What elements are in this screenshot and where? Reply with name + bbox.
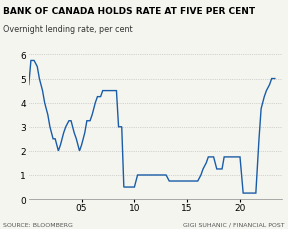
Text: GIGI SUHANIC / FINANCIAL POST: GIGI SUHANIC / FINANCIAL POST: [183, 222, 285, 227]
Text: Overnight lending rate, per cent: Overnight lending rate, per cent: [3, 25, 132, 34]
Text: BANK OF CANADA HOLDS RATE AT FIVE PER CENT: BANK OF CANADA HOLDS RATE AT FIVE PER CE…: [3, 7, 255, 16]
Text: SOURCE: BLOOMBERG: SOURCE: BLOOMBERG: [3, 222, 73, 227]
